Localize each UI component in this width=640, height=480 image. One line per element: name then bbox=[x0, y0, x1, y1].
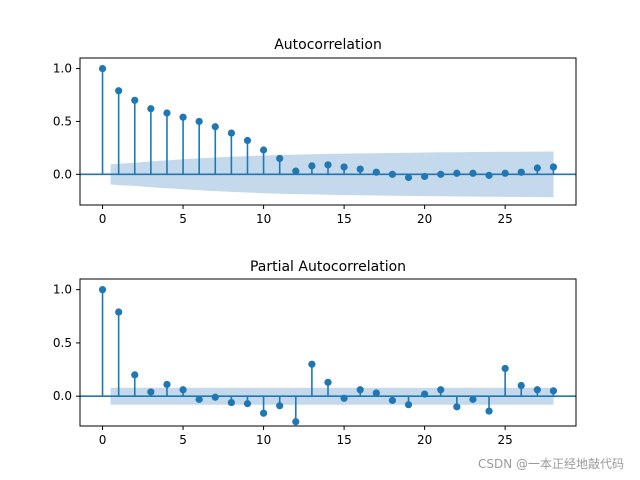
marker-lag-15 bbox=[340, 394, 348, 402]
marker-lag-17 bbox=[372, 389, 380, 397]
marker-lag-5 bbox=[179, 113, 187, 121]
marker-lag-22 bbox=[453, 403, 461, 411]
marker-lag-25 bbox=[501, 364, 509, 373]
marker-lag-0 bbox=[98, 286, 107, 294]
x-tick-label-15: 15 bbox=[336, 433, 351, 447]
marker-lag-10 bbox=[259, 409, 268, 417]
marker-lag-25 bbox=[501, 169, 509, 177]
marker-lag-9 bbox=[243, 400, 252, 408]
marker-lag-2 bbox=[131, 371, 139, 379]
marker-lag-18 bbox=[388, 170, 397, 178]
y-tick-label-0.0: 0.0 bbox=[53, 389, 72, 403]
marker-lag-12 bbox=[292, 167, 300, 175]
marker-lag-8 bbox=[227, 129, 235, 137]
y-tick-label-0.5: 0.5 bbox=[53, 114, 72, 128]
autocorrelation-plot: 0 5 10 15 20 25 0.0 0.5 1.0 Autocorrelation bbox=[53, 37, 577, 226]
marker-lag-19 bbox=[404, 401, 413, 409]
x-tick-label-25: 25 bbox=[498, 433, 513, 447]
x-tick-label-5: 5 bbox=[179, 433, 187, 447]
x-tick-label-20: 20 bbox=[417, 212, 432, 226]
marker-lag-10 bbox=[259, 146, 268, 154]
marker-lag-20 bbox=[421, 172, 429, 181]
marker-lag-16 bbox=[356, 165, 364, 173]
marker-lag-8 bbox=[227, 398, 235, 407]
marker-lag-23 bbox=[469, 395, 477, 403]
marker-lag-17 bbox=[372, 168, 380, 176]
watermark: CSDN @一本正经地敲代码 bbox=[478, 456, 624, 471]
marker-lag-21 bbox=[437, 386, 445, 394]
marker-lag-6 bbox=[195, 395, 203, 403]
marker-lag-14 bbox=[324, 378, 332, 386]
marker-lag-24 bbox=[485, 407, 493, 415]
marker-lag-2 bbox=[131, 96, 139, 104]
marker-lag-21 bbox=[437, 170, 445, 178]
marker-lag-9 bbox=[243, 136, 252, 145]
x-tick-label-25: 25 bbox=[498, 212, 513, 226]
marker-lag-14 bbox=[324, 161, 332, 169]
y-tick-label-1.0: 1.0 bbox=[53, 62, 72, 76]
marker-lag-13 bbox=[308, 162, 316, 170]
marker-lag-11 bbox=[276, 154, 284, 163]
marker-lag-23 bbox=[469, 169, 477, 177]
marker-lag-3 bbox=[147, 105, 155, 113]
x-tick-label-0: 0 bbox=[99, 433, 107, 447]
marker-lag-0 bbox=[98, 64, 107, 73]
y-tick-label-1.0: 1.0 bbox=[53, 283, 72, 297]
marker-lag-27 bbox=[533, 386, 541, 394]
marker-lag-4 bbox=[163, 109, 171, 117]
x-tick-label-10: 10 bbox=[256, 433, 271, 447]
x-tick-label-10: 10 bbox=[256, 212, 271, 226]
marker-lag-18 bbox=[388, 396, 397, 405]
marker-lag-27 bbox=[533, 164, 541, 172]
marker-lag-7 bbox=[211, 393, 219, 401]
marker-lag-24 bbox=[485, 171, 493, 179]
marker-lag-22 bbox=[453, 169, 461, 177]
marker-lag-16 bbox=[356, 386, 364, 394]
marker-lag-4 bbox=[163, 380, 171, 389]
x-tick-label-15: 15 bbox=[336, 212, 351, 226]
marker-lag-6 bbox=[195, 117, 203, 126]
marker-lag-3 bbox=[147, 388, 155, 396]
y-tick-label-0.0: 0.0 bbox=[53, 167, 72, 181]
y-tick-label-0.5: 0.5 bbox=[53, 336, 72, 350]
x-tick-label-0: 0 bbox=[99, 212, 107, 226]
marker-lag-28 bbox=[549, 163, 558, 171]
marker-lag-20 bbox=[421, 390, 429, 398]
x-tick-label-20: 20 bbox=[417, 433, 432, 447]
marker-lag-12 bbox=[292, 418, 300, 426]
chart-title: Autocorrelation bbox=[274, 37, 382, 53]
marker-lag-19 bbox=[404, 173, 413, 182]
partial-autocorrelation-plot: 0 5 10 15 20 25 0.0 0.5 1.0 Partial Autocorrelati… bbox=[53, 259, 577, 447]
marker-lag-13 bbox=[308, 360, 316, 368]
chart-title: Partial Autocorrelation bbox=[250, 259, 406, 275]
marker-lag-5 bbox=[179, 386, 187, 394]
axes-frame bbox=[79, 278, 577, 427]
x-tick-label-5: 5 bbox=[179, 212, 187, 226]
axes-frame bbox=[79, 57, 577, 206]
marker-lag-1 bbox=[115, 87, 123, 95]
marker-lag-1 bbox=[115, 308, 123, 316]
marker-lag-28 bbox=[549, 387, 558, 395]
marker-lag-26 bbox=[517, 381, 525, 390]
marker-lag-11 bbox=[276, 402, 284, 410]
marker-lag-15 bbox=[340, 163, 348, 171]
marker-lag-26 bbox=[517, 168, 525, 176]
marker-lag-7 bbox=[211, 123, 219, 131]
